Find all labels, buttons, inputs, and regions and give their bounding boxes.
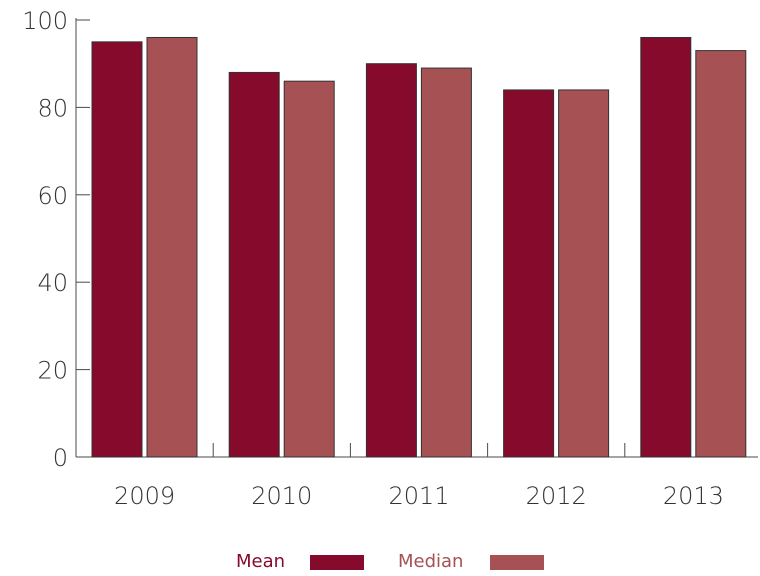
- y-tick-label: 80: [37, 94, 68, 122]
- y-tick-label: 40: [37, 269, 68, 297]
- x-tick-label: 2011: [388, 482, 449, 510]
- bar-median-2012: [558, 89, 610, 458]
- y-tick-label: 0: [53, 444, 68, 472]
- x-tick-label: 2009: [114, 482, 175, 510]
- x-tick-label: 2012: [526, 482, 587, 510]
- bar-mean-2012: [503, 89, 555, 458]
- x-tick-label: 2013: [663, 482, 724, 510]
- bar-mean-2011: [365, 63, 417, 458]
- x-tick-label: 2010: [251, 482, 312, 510]
- bars: [91, 36, 747, 458]
- bar-median-2011: [420, 67, 472, 458]
- bar-mean-2010: [228, 71, 280, 458]
- legend-label-median: Median: [398, 551, 464, 572]
- y-tick-label: 100: [22, 7, 68, 35]
- bar-mean-2009: [91, 41, 143, 458]
- bar-mean-2013: [640, 36, 692, 458]
- ticks: 0 20 40 60 80 100 2009 2010 2011 2012 2013: [22, 7, 724, 510]
- legend: Mean Median: [0, 548, 760, 576]
- legend-swatch-median: [490, 555, 544, 570]
- y-tick-label: 60: [37, 182, 68, 210]
- legend-label-mean: Mean: [236, 551, 286, 572]
- legend-swatch-mean: [310, 555, 364, 570]
- bar-median-2013: [695, 50, 747, 458]
- y-tick-label: 20: [37, 357, 68, 385]
- bar-median-2009: [146, 36, 198, 458]
- bar-median-2010: [283, 80, 335, 458]
